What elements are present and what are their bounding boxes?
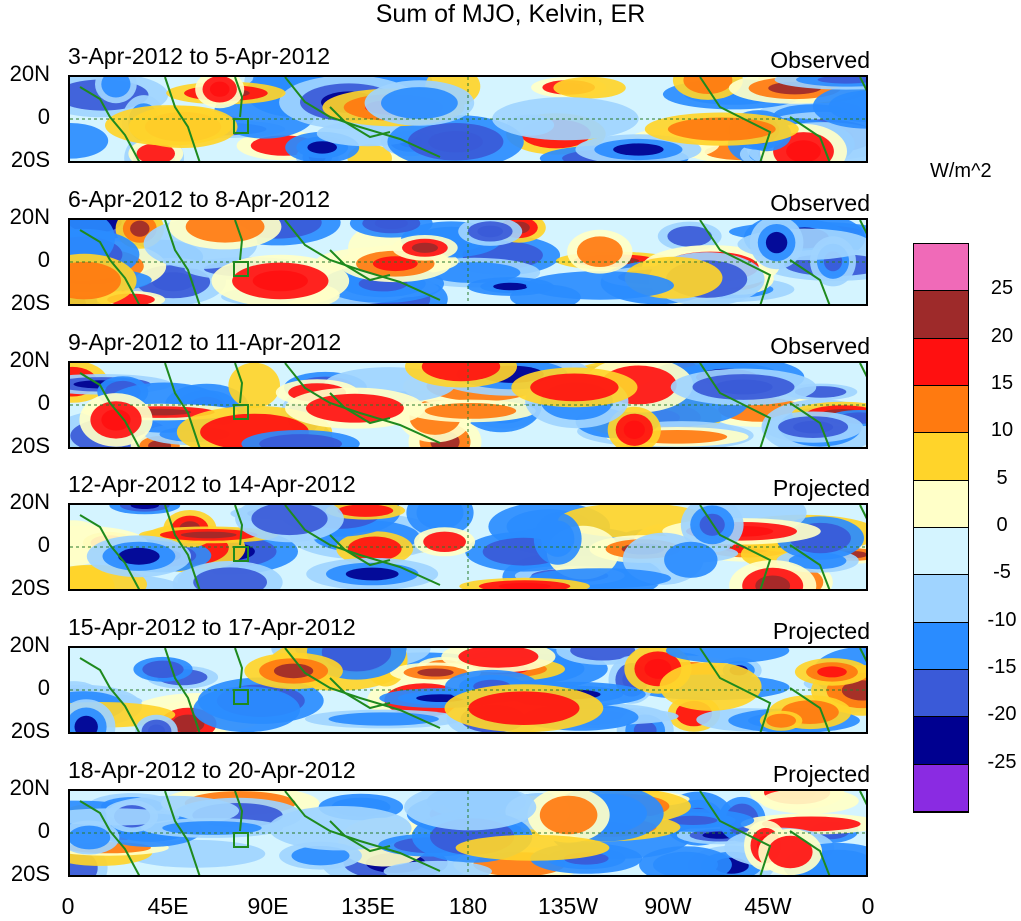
colorbar-unit: W/m^2	[930, 160, 992, 182]
figure-title: Sum of MJO, Kelvin, ER	[375, 0, 646, 28]
colorbar-label: -10	[987, 608, 1017, 631]
map-panel: 6-Apr-2012 to 8-Apr-2012 Observed 20N 0 20S	[0, 143, 880, 315]
colorbar-swatch	[914, 433, 968, 481]
longitude-label: 135E	[341, 893, 395, 919]
latitude-label: 0	[37, 247, 50, 272]
panel-kind-label: Projected	[772, 761, 870, 787]
colorbar-label: -20	[987, 703, 1017, 726]
latitude-label: 20N	[9, 204, 50, 229]
latitude-label: 20S	[10, 147, 50, 172]
panel-kind-label: Observed	[770, 190, 870, 216]
anomaly-map	[68, 503, 868, 591]
anomaly-field	[70, 363, 866, 447]
longitude-label: 45E	[147, 893, 189, 919]
latitude-label: 0	[37, 390, 50, 415]
anomaly-map	[68, 361, 868, 449]
colorbar-label: 20	[990, 324, 1014, 347]
latitude-label: 20N	[9, 61, 50, 86]
colorbar-label: 5	[996, 466, 1008, 489]
colorbar-swatch	[914, 338, 968, 386]
longitude-label: 45W	[744, 893, 792, 919]
latitude-label: 20S	[10, 575, 50, 600]
colorbar-label: 25	[990, 277, 1014, 300]
longitude-label: 0	[61, 893, 75, 919]
latitude-label: 20S	[10, 718, 50, 743]
colorbar-label: -5	[993, 561, 1011, 584]
map-panel: 18-Apr-2012 to 20-Apr-2012 Projected 20N 0 2…	[0, 714, 880, 886]
panel-date-range: 15-Apr-2012 to 17-Apr-2012	[68, 614, 356, 640]
colorbar-label: -15	[987, 656, 1017, 678]
map-panel: 3-Apr-2012 to 5-Apr-2012 Observed 20N 0 20S	[0, 0, 880, 172]
colorbar-label: 0	[996, 514, 1008, 536]
panel-date-range: 9-Apr-2012 to 11-Apr-2012	[68, 329, 342, 355]
colorbar-label: 15	[990, 372, 1014, 394]
colorbar-swatch	[914, 670, 968, 718]
anomaly-field	[70, 77, 866, 161]
latitude-label: 20N	[9, 347, 50, 372]
map-panel: 12-Apr-2012 to 14-Apr-2012 Projected 20N 0 2…	[0, 428, 880, 600]
anomaly-field	[70, 791, 866, 875]
latitude-label: 0	[37, 818, 50, 843]
longitude-label: 135W	[537, 893, 599, 919]
latitude-label: 20S	[10, 290, 50, 315]
panel-kind-label: Observed	[770, 333, 870, 359]
latitude-label: 0	[37, 675, 50, 700]
latitude-label: 20N	[9, 632, 50, 657]
colorbar-swatch	[914, 528, 968, 576]
colorbar-swatch	[914, 575, 968, 623]
colorbar-swatch	[914, 622, 968, 670]
colorbar-swatch	[914, 291, 968, 339]
colorbar-swatch	[914, 764, 968, 812]
panel-date-range: 3-Apr-2012 to 5-Apr-2012	[68, 43, 331, 69]
colorbar-label: -25	[987, 750, 1017, 773]
longitude-label: 90E	[247, 893, 289, 919]
panel-date-range: 12-Apr-2012 to 14-Apr-2012	[68, 471, 356, 497]
anomaly-map	[68, 789, 868, 877]
latitude-label: 20S	[10, 433, 50, 458]
latitude-label: 0	[37, 104, 50, 129]
colorbar-swatch	[914, 244, 968, 292]
longitude-label: 0	[861, 893, 875, 919]
anomaly-field	[70, 648, 866, 732]
panel-date-range: 18-Apr-2012 to 20-Apr-2012	[68, 757, 356, 783]
colorbar-swatch	[914, 480, 968, 528]
anomaly-map	[68, 75, 868, 163]
anomaly-field	[70, 220, 866, 304]
panel-kind-label: Projected	[772, 475, 870, 501]
latitude-label: 20N	[9, 775, 50, 800]
latitude-label: 20N	[9, 489, 50, 514]
longitude-label: 180	[448, 893, 488, 919]
map-panel: 15-Apr-2012 to 17-Apr-2012 Projected 20N 0 2…	[0, 571, 880, 743]
latitude-label: 0	[37, 532, 50, 557]
colorbar-swatch	[914, 386, 968, 434]
colorbar	[913, 243, 969, 813]
anomaly-map	[68, 646, 868, 734]
colorbar-label: 10	[990, 419, 1014, 442]
anomaly-map	[68, 218, 868, 306]
anomaly-field	[70, 505, 866, 589]
map-panel: 9-Apr-2012 to 11-Apr-2012 Observed 20N 0 20S	[0, 286, 880, 458]
longitude-label: 90W	[644, 893, 692, 919]
latitude-label: 20S	[10, 861, 50, 886]
colorbar-swatch	[914, 717, 968, 765]
panel-kind-label: Projected	[772, 618, 870, 644]
panel-date-range: 6-Apr-2012 to 8-Apr-2012	[68, 186, 331, 212]
panel-kind-label: Observed	[770, 47, 870, 73]
